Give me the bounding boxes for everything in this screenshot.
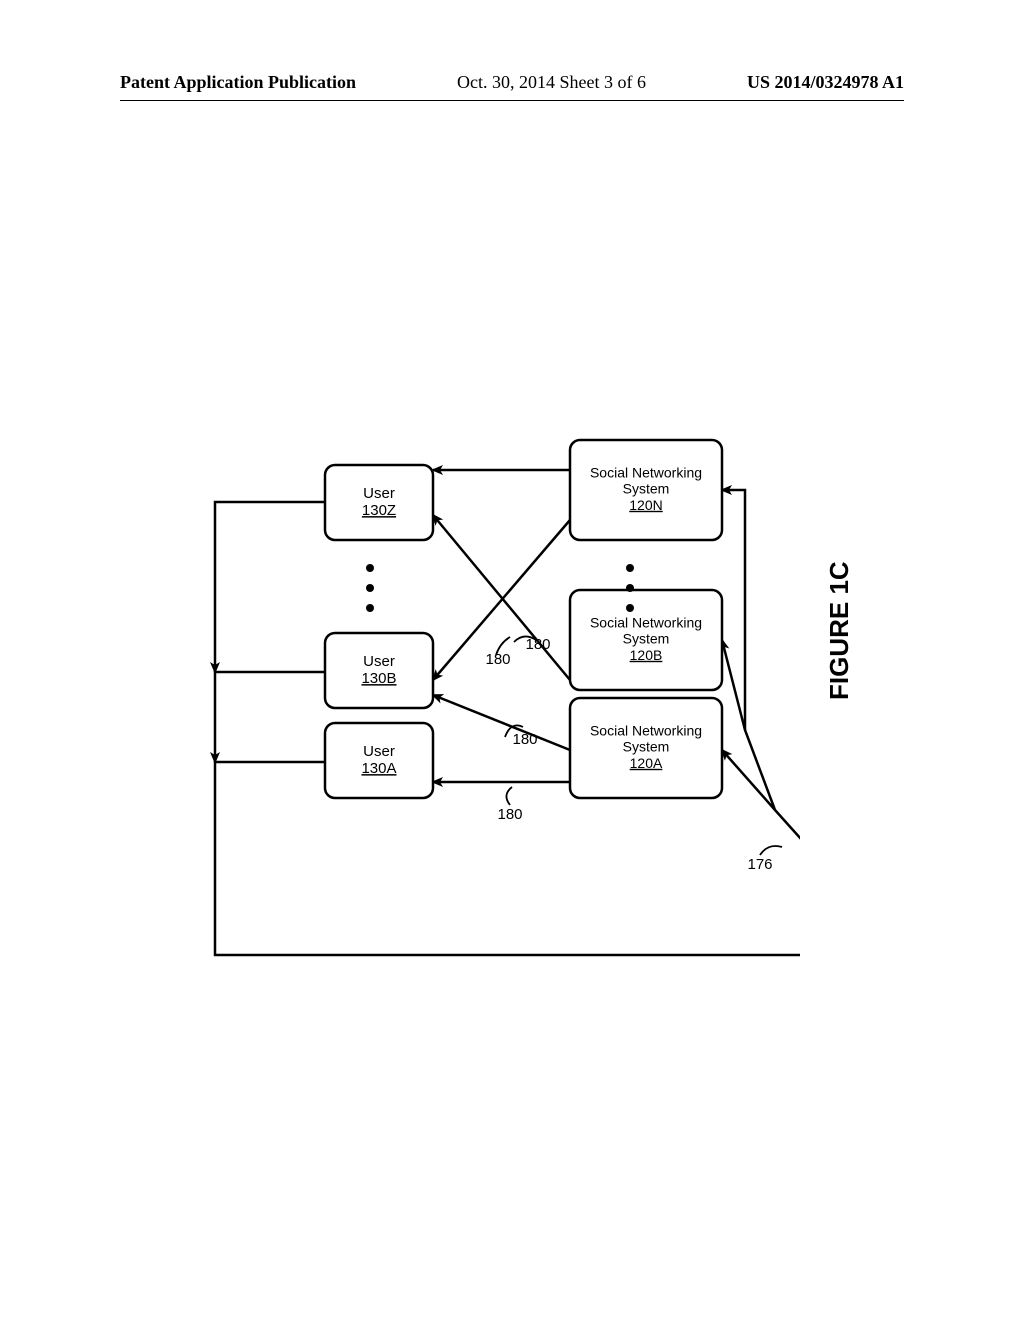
box-ref-user-z: 130Z [362, 502, 396, 519]
arrow-2 [722, 640, 775, 810]
ellipsis-dot [626, 564, 634, 572]
ellipsis-dot [626, 604, 634, 612]
arrow-label-180: 180 [525, 636, 550, 653]
leader-curve-2 [506, 787, 512, 805]
diagram: Broadcaster110Notifier116Social Networki… [120, 170, 800, 1150]
page-header: Patent Application Publication Oct. 30, … [0, 72, 1024, 93]
arrow-5 [433, 695, 570, 750]
arrow-3 [722, 490, 745, 730]
box-label-sns-n: Social Networking [590, 465, 702, 481]
box-label-sns-a: Social Networking [590, 723, 702, 739]
header-center: Oct. 30, 2014 Sheet 3 of 6 [457, 72, 646, 93]
figure-label: FIGURE 1C [824, 561, 855, 700]
box-label-sns-b: System [623, 631, 670, 647]
arrow-10 [215, 672, 325, 762]
page: Patent Application Publication Oct. 30, … [0, 0, 1024, 1320]
ellipsis-dot [366, 584, 374, 592]
box-label-user-z: User [363, 485, 395, 502]
ellipsis-dot [366, 564, 374, 572]
header-rule [120, 100, 904, 101]
arrow-11 [215, 502, 325, 672]
box-ref-user-b: 130B [361, 670, 396, 687]
ellipsis-dot [366, 604, 374, 612]
box-ref-sns-a: 120A [630, 755, 663, 771]
figure-label-text: FIGURE 1C [824, 561, 854, 700]
arrow-label-176: 176 [747, 856, 772, 873]
box-label-sns-b: Social Networking [590, 615, 702, 631]
ellipsis-dot [626, 584, 634, 592]
leader-curve-1 [760, 846, 782, 855]
box-label-sns-a: System [623, 739, 670, 755]
box-ref-sns-n: 120N [629, 497, 662, 513]
box-label-user-b: User [363, 653, 395, 670]
box-label-user-a: User [363, 743, 395, 760]
header-left: Patent Application Publication [120, 72, 356, 93]
header-right: US 2014/0324978 A1 [747, 72, 904, 93]
arrow-label-180: 180 [497, 806, 522, 823]
box-ref-user-a: 130A [361, 760, 396, 777]
box-ref-sns-b: 120B [630, 647, 663, 663]
arrow-label-180: 180 [512, 731, 537, 748]
arrow-label-180: 180 [485, 651, 510, 668]
box-label-sns-n: System [623, 481, 670, 497]
